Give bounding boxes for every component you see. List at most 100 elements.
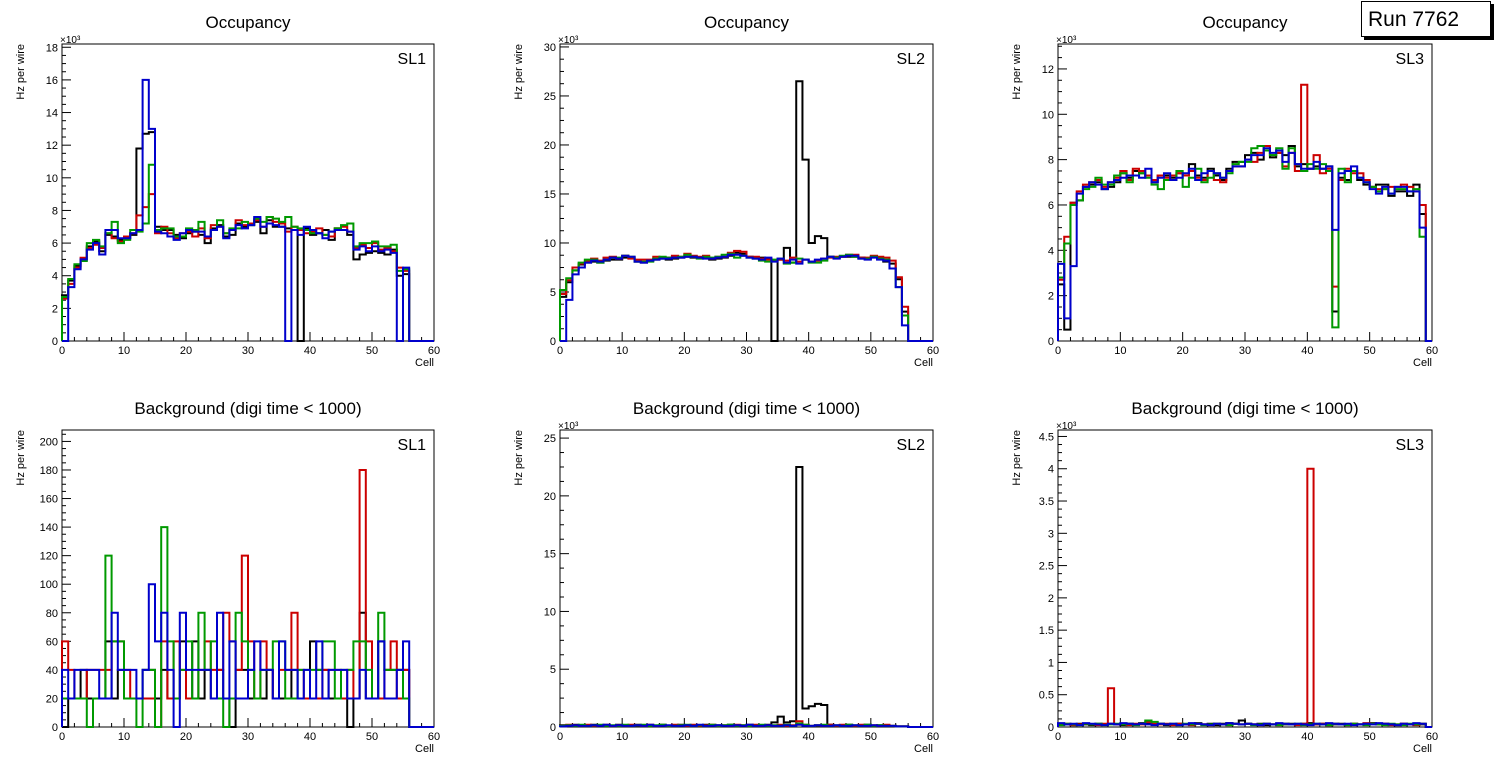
y-tick-label: 2.5 xyxy=(1039,561,1054,573)
y-tick-label: 80 xyxy=(46,608,58,620)
y-tick-label: 18 xyxy=(46,42,58,54)
superlayer-tag: SL2 xyxy=(897,437,926,454)
y-tick-label: 0.5 xyxy=(1039,690,1054,702)
y-tick-label: 3 xyxy=(1048,528,1054,540)
x-tick-label: 30 xyxy=(1239,345,1251,357)
y-tick-label: 12 xyxy=(1042,64,1054,76)
x-axis-title: Cell xyxy=(1413,357,1432,369)
y-tick-label: 20 xyxy=(46,693,58,705)
x-tick-label: 30 xyxy=(740,345,752,357)
y-tick-label: 25 xyxy=(544,91,556,103)
plot-frame xyxy=(1057,429,1433,728)
x-tick-label: 10 xyxy=(118,731,130,743)
y-exponent-label: ×10³ xyxy=(60,35,81,46)
y-tick-label: 2 xyxy=(1048,593,1054,605)
chart-title: Background (digi time < 1000) xyxy=(1131,399,1358,418)
y-tick-label: 4.5 xyxy=(1039,431,1054,443)
x-tick-label: 10 xyxy=(616,731,628,743)
x-tick-label: 20 xyxy=(180,345,192,357)
y-tick-label: 0 xyxy=(52,336,58,348)
x-tick-label: 60 xyxy=(428,731,440,743)
x-axis-title: Cell xyxy=(914,357,933,369)
x-tick-label: 60 xyxy=(1426,345,1438,357)
y-tick-label: 10 xyxy=(544,238,556,250)
chart-panel-3: Occupancy 0 10 20 30 40 50 60 0 2 4 6 8 10 12 ×10³ Cell H… xyxy=(1011,13,1438,369)
x-tick-label: 50 xyxy=(366,731,378,743)
x-tick-label: 10 xyxy=(118,345,130,357)
plot-frame xyxy=(61,43,435,342)
histogram-series-layer4 xyxy=(61,583,434,728)
x-axis-title: Cell xyxy=(415,357,434,369)
x-tick-label: 30 xyxy=(1239,731,1251,743)
y-tick-label: 3.5 xyxy=(1039,496,1054,508)
histogram-series-layer4 xyxy=(62,78,434,342)
superlayer-tag: SL2 xyxy=(897,51,926,68)
y-tick-label: 8 xyxy=(52,205,58,217)
plot-frame xyxy=(559,43,934,342)
y-tick-label: 15 xyxy=(544,189,556,201)
x-tick-label: 30 xyxy=(740,731,752,743)
y-tick-label: 10 xyxy=(1042,109,1054,121)
y-exponent-label: ×10³ xyxy=(1056,35,1077,46)
y-exponent-label: ×10³ xyxy=(558,421,579,432)
x-tick-label: 50 xyxy=(1364,345,1376,357)
y-tick-label: 6 xyxy=(1048,200,1054,212)
histogram-series-layer4 xyxy=(560,253,933,342)
y-tick-label: 180 xyxy=(40,465,58,477)
y-axis-title: Hz per wire xyxy=(1011,44,1023,100)
superlayer-tag: SL3 xyxy=(1396,437,1425,454)
histogram-series-layer4 xyxy=(1057,722,1432,728)
x-axis-title: Cell xyxy=(914,743,933,755)
x-tick-label: 0 xyxy=(557,731,563,743)
y-tick-label: 10 xyxy=(544,606,556,618)
x-tick-label: 0 xyxy=(59,731,65,743)
y-tick-label: 4 xyxy=(1048,245,1054,257)
x-tick-label: 0 xyxy=(59,345,65,357)
x-tick-label: 20 xyxy=(678,345,690,357)
x-tick-label: 40 xyxy=(1301,731,1313,743)
superlayer-tag: SL3 xyxy=(1396,51,1425,68)
y-tick-label: 0 xyxy=(550,336,556,348)
chart-title: Occupancy xyxy=(205,13,291,32)
histogram-series-layer2 xyxy=(1057,467,1432,728)
x-tick-label: 20 xyxy=(180,731,192,743)
y-tick-label: 14 xyxy=(46,108,58,120)
y-tick-label: 100 xyxy=(40,579,58,591)
y-tick-label: 60 xyxy=(46,636,58,648)
histogram-series-layer4 xyxy=(559,723,933,728)
x-tick-label: 50 xyxy=(865,345,877,357)
chart-panel-1: Occupancy 0 10 20 30 40 50 60 0 2 4 6 8 10 12 14 16 18×10… xyxy=(15,13,440,369)
y-tick-label: 5 xyxy=(550,664,556,676)
y-axis-title: Hz per wire xyxy=(513,44,525,100)
x-tick-label: 50 xyxy=(865,731,877,743)
x-tick-label: 40 xyxy=(1301,345,1313,357)
x-tick-label: 10 xyxy=(616,345,628,357)
x-tick-label: 40 xyxy=(304,731,316,743)
y-tick-label: 0 xyxy=(1048,722,1054,734)
x-tick-label: 60 xyxy=(1426,731,1438,743)
x-tick-label: 40 xyxy=(803,345,815,357)
y-tick-label: 12 xyxy=(46,140,58,152)
y-tick-label: 160 xyxy=(40,494,58,506)
y-exponent-label: ×10³ xyxy=(558,35,579,46)
y-tick-label: 15 xyxy=(544,549,556,561)
y-axis-title: Hz per wire xyxy=(15,430,27,486)
y-tick-label: 0 xyxy=(550,722,556,734)
superlayer-tag: SL1 xyxy=(398,437,427,454)
chart-title: Occupancy xyxy=(704,13,790,32)
y-tick-label: 0 xyxy=(52,722,58,734)
chart-panel-4: Background (digi time < 1000) 0 10 20 30 40 50… xyxy=(15,399,440,755)
histogram-series-layer2 xyxy=(559,249,933,342)
x-tick-label: 20 xyxy=(1177,345,1189,357)
y-tick-label: 8 xyxy=(1048,155,1054,167)
x-tick-label: 0 xyxy=(1055,731,1061,743)
x-axis-title: Cell xyxy=(415,743,434,755)
x-tick-label: 30 xyxy=(242,731,254,743)
y-tick-label: 16 xyxy=(46,75,58,87)
y-tick-label: 0 xyxy=(1048,336,1054,348)
y-tick-label: 10 xyxy=(46,173,58,185)
y-tick-label: 30 xyxy=(544,42,556,54)
y-tick-label: 1 xyxy=(1048,657,1054,669)
